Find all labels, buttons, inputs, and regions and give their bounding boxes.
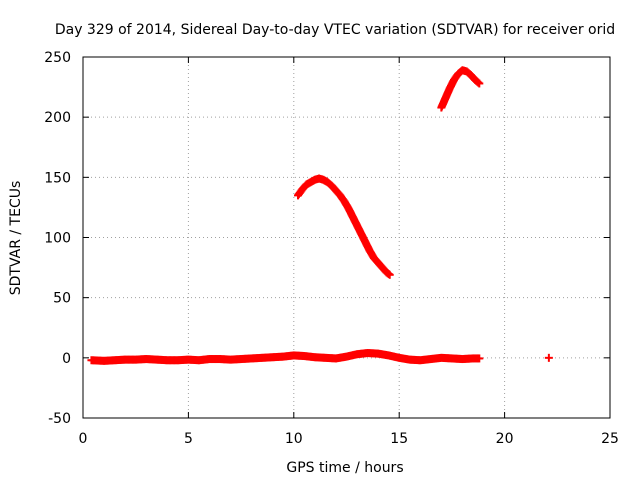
x-tick-label: 25 (601, 431, 619, 447)
isolated-point (544, 353, 553, 362)
arc-2-point (475, 79, 484, 88)
arc-1-point (385, 270, 394, 279)
x-tick-label: 10 (285, 431, 303, 447)
y-axis-label: SDTVAR / TECUs (8, 181, 24, 296)
y-tick-label: 200 (44, 110, 71, 126)
x-tick-label: 0 (79, 431, 88, 447)
axis-ticks: 0 5 10 15 20 25 -50 0 50 100 150 200 250 (44, 50, 619, 447)
y-tick-label: 0 (62, 351, 71, 367)
x-tick-label: 15 (390, 431, 408, 447)
x-tick-label: 20 (496, 431, 514, 447)
y-tick-label: -50 (48, 411, 71, 427)
y-tick-label: 50 (53, 291, 71, 307)
y-tick-label: 250 (44, 50, 71, 66)
y-tick-label: 150 (44, 170, 71, 186)
baseline-point (475, 354, 484, 363)
chart-title: Day 329 of 2014, Sidereal Day-to-day VTE… (55, 22, 615, 38)
x-tick-label: 5 (184, 431, 193, 447)
y-tick-label: 100 (44, 231, 71, 247)
data-points (87, 66, 553, 365)
x-axis-label: GPS time / hours (286, 460, 403, 476)
plot-frame (82, 56, 611, 419)
